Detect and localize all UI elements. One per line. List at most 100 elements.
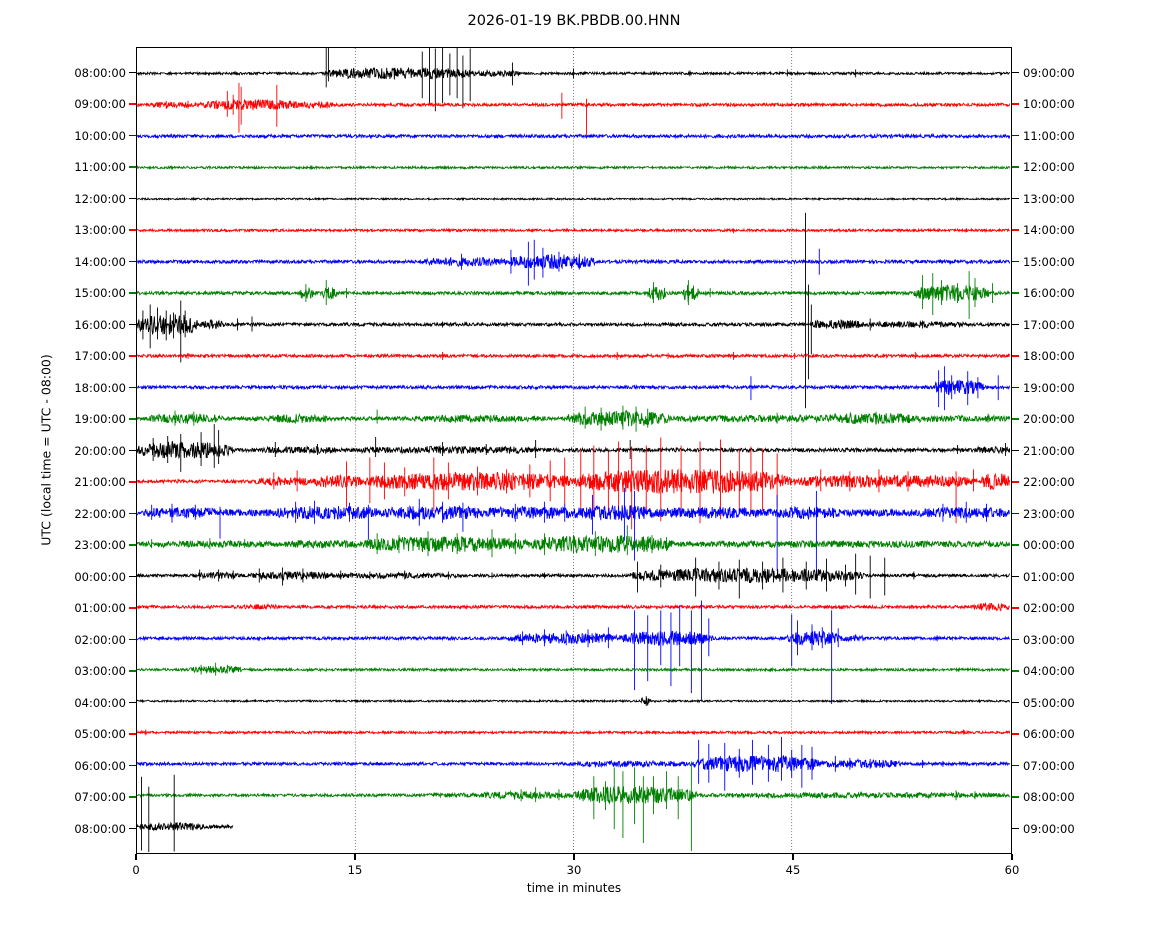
left-axis-tick-label: 22:00:00 bbox=[74, 506, 126, 521]
right-axis-tick-label: 11:00:00 bbox=[1023, 128, 1075, 143]
x-tick-mark bbox=[1011, 854, 1013, 860]
left-tick-mark bbox=[129, 733, 136, 735]
trace-utc-230000 bbox=[137, 525, 1010, 558]
x-axis-tick-label: 45 bbox=[785, 863, 801, 877]
trace-utc-210000 bbox=[137, 437, 1010, 530]
left-axis-tick-label: 17:00:00 bbox=[74, 349, 126, 363]
left-tick-mark bbox=[129, 827, 136, 830]
trace-utc-060000 bbox=[137, 736, 1010, 791]
right-axis-tick-label: 08:00:00 bbox=[1023, 790, 1075, 804]
right-tick-mark bbox=[1012, 71, 1019, 74]
right-tick-mark bbox=[1012, 197, 1019, 200]
right-tick-mark bbox=[1012, 512, 1019, 515]
left-tick-mark bbox=[129, 386, 136, 389]
left-tick-mark bbox=[129, 481, 136, 483]
left-tick-mark bbox=[129, 292, 136, 294]
trace-utc-020000 bbox=[137, 600, 1010, 705]
left-axis-tick-label: 01:00:00 bbox=[74, 601, 126, 615]
right-axis-tick-label: 03:00:00 bbox=[1023, 632, 1075, 647]
right-tick-mark bbox=[1012, 103, 1019, 105]
left-tick-mark bbox=[129, 71, 136, 74]
trace-utc-030000 bbox=[137, 662, 1010, 676]
right-axis-tick-label: 23:00:00 bbox=[1023, 506, 1075, 521]
left-axis-tick-label: 18:00:00 bbox=[74, 380, 126, 395]
right-tick-mark bbox=[1012, 764, 1019, 767]
x-tick-mark bbox=[354, 854, 356, 860]
trace-utc-200000 bbox=[137, 424, 1010, 472]
left-tick-mark bbox=[129, 575, 136, 578]
left-tick-mark bbox=[129, 229, 136, 231]
left-tick-mark bbox=[129, 449, 136, 452]
x-axis-tick-label: 15 bbox=[347, 863, 363, 877]
trace-utc-080000 bbox=[137, 774, 234, 852]
left-axis-tick-label: 07:00:00 bbox=[74, 790, 126, 804]
left-axis-tick-label: 11:00:00 bbox=[74, 160, 126, 174]
left-axis-tick-label: 08:00:00 bbox=[74, 821, 126, 836]
x-tick-mark bbox=[573, 854, 575, 860]
left-axis-tick-label: 16:00:00 bbox=[74, 317, 126, 332]
trace-utc-130000 bbox=[137, 227, 1010, 234]
right-tick-mark bbox=[1012, 449, 1019, 452]
left-axis-tick-label: 23:00:00 bbox=[74, 538, 126, 552]
right-tick-mark bbox=[1012, 292, 1019, 294]
right-axis-tick-label: 12:00:00 bbox=[1023, 160, 1075, 174]
left-tick-mark bbox=[129, 355, 136, 357]
left-tick-mark bbox=[129, 764, 136, 767]
left-tick-mark bbox=[129, 103, 136, 105]
left-axis-tick-label: 03:00:00 bbox=[74, 664, 126, 678]
trace-utc-180000 bbox=[137, 366, 1010, 411]
right-tick-mark bbox=[1012, 481, 1019, 483]
right-axis-tick-label: 18:00:00 bbox=[1023, 349, 1075, 363]
right-axis-tick-label: 16:00:00 bbox=[1023, 286, 1075, 300]
right-axis-tick-label: 09:00:00 bbox=[1023, 65, 1075, 80]
left-axis-tick-label: 13:00:00 bbox=[74, 223, 126, 237]
trace-utc-080000 bbox=[137, 48, 1010, 112]
right-axis-tick-label: 22:00:00 bbox=[1023, 475, 1075, 489]
right-tick-mark bbox=[1012, 607, 1019, 609]
right-axis-tick-label: 20:00:00 bbox=[1023, 412, 1075, 426]
trace-utc-150000 bbox=[137, 271, 1010, 319]
left-tick-mark bbox=[129, 418, 136, 420]
right-axis-tick-label: 09:00:00 bbox=[1023, 821, 1075, 836]
right-axis-tick-label: 06:00:00 bbox=[1023, 727, 1075, 741]
trace-utc-170000 bbox=[137, 351, 1010, 360]
right-axis-tick-label: 14:00:00 bbox=[1023, 223, 1075, 237]
trace-utc-110000 bbox=[137, 164, 1010, 171]
left-tick-mark bbox=[129, 197, 136, 200]
right-tick-mark bbox=[1012, 386, 1019, 389]
trace-utc-050000 bbox=[137, 729, 1010, 736]
trace-utc-100000 bbox=[137, 132, 1010, 140]
left-axis-tick-label: 00:00:00 bbox=[74, 569, 126, 584]
left-axis-tick-label: 06:00:00 bbox=[74, 758, 126, 773]
left-tick-mark bbox=[129, 796, 136, 798]
right-axis-tick-label: 05:00:00 bbox=[1023, 695, 1075, 710]
left-tick-mark bbox=[129, 323, 136, 326]
trace-utc-090000 bbox=[137, 82, 1010, 138]
left-axis-tick-label: 21:00:00 bbox=[74, 475, 126, 489]
left-axis-tick-label: 19:00:00 bbox=[74, 412, 126, 426]
right-tick-mark bbox=[1012, 229, 1019, 231]
left-tick-mark bbox=[129, 260, 136, 263]
trace-utc-190000 bbox=[137, 405, 1010, 432]
x-axis-tick-label: 30 bbox=[566, 863, 582, 877]
left-tick-mark bbox=[129, 134, 136, 137]
left-axis-tick-label: 14:00:00 bbox=[74, 254, 126, 269]
right-axis-tick-label: 00:00:00 bbox=[1023, 538, 1075, 552]
left-tick-mark bbox=[129, 670, 136, 672]
x-tick-mark bbox=[792, 854, 794, 860]
trace-utc-070000 bbox=[137, 761, 1010, 852]
trace-utc-010000 bbox=[137, 602, 1010, 612]
right-tick-mark bbox=[1012, 355, 1019, 357]
left-axis-tick-label: 15:00:00 bbox=[74, 286, 126, 300]
trace-utc-040000 bbox=[137, 696, 1010, 707]
right-axis-tick-label: 04:00:00 bbox=[1023, 664, 1075, 678]
right-tick-mark bbox=[1012, 134, 1019, 137]
traces-canvas bbox=[137, 48, 1010, 852]
chart-title: 2026-01-19 BK.PBDB.00.HNN bbox=[467, 13, 681, 29]
right-axis-tick-label: 15:00:00 bbox=[1023, 254, 1075, 269]
x-axis-tick-label: 0 bbox=[132, 863, 140, 877]
left-tick-mark bbox=[129, 512, 136, 515]
plot-area bbox=[136, 47, 1012, 854]
x-axis-tick-label: 60 bbox=[1004, 863, 1020, 877]
